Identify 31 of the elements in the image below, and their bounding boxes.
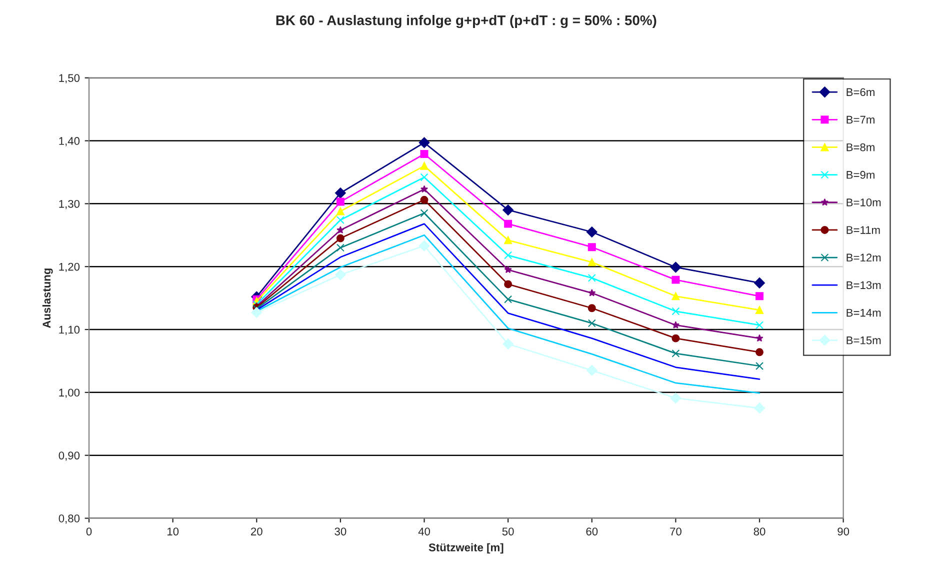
legend-label: B=9m xyxy=(846,170,874,179)
legend-label: B=6m xyxy=(846,88,874,96)
y-tick-label: 0,80 xyxy=(58,514,80,524)
y-axis-title: Auslastung xyxy=(42,268,53,328)
y-tick-label: 1,20 xyxy=(59,262,80,272)
legend-label: B=7m xyxy=(846,116,874,124)
x-tick-label: 80 xyxy=(754,528,766,536)
legend-label: B=15m xyxy=(846,336,881,344)
legend-label: B=10m xyxy=(846,198,881,206)
x-tick-label: 10 xyxy=(167,528,179,536)
legend-label: B=8m xyxy=(846,143,874,152)
legend-label: B=13m xyxy=(846,281,881,290)
x-tick-label: 90 xyxy=(838,528,850,536)
y-tick-label: 0,90 xyxy=(58,452,80,461)
x-tick-label: 20 xyxy=(251,528,262,536)
x-axis-title: Stützweite [m] xyxy=(428,543,504,554)
x-tick-label: 60 xyxy=(586,528,598,536)
y-tick-label: 1,00 xyxy=(59,388,80,398)
x-tick-label: 50 xyxy=(502,528,514,536)
legend-label: B=12m xyxy=(846,254,881,262)
x-tick-label: 0 xyxy=(86,528,92,536)
y-tick-label: 1,40 xyxy=(59,137,80,146)
x-tick-label: 40 xyxy=(418,528,430,536)
y-tick-label: 1,30 xyxy=(59,200,80,210)
x-tick-label: 70 xyxy=(670,528,682,536)
legend-label: B=14m xyxy=(846,308,881,317)
y-tick-label: 1,10 xyxy=(59,326,80,335)
chart-title: BK 60 - Auslastung infolge g+p+dT (p+dT : g = 50% : 50%) xyxy=(276,15,656,28)
y-tick-label: 1,50 xyxy=(59,74,80,84)
legend-label: B=11m xyxy=(846,226,880,234)
x-tick-label: 30 xyxy=(334,528,346,536)
